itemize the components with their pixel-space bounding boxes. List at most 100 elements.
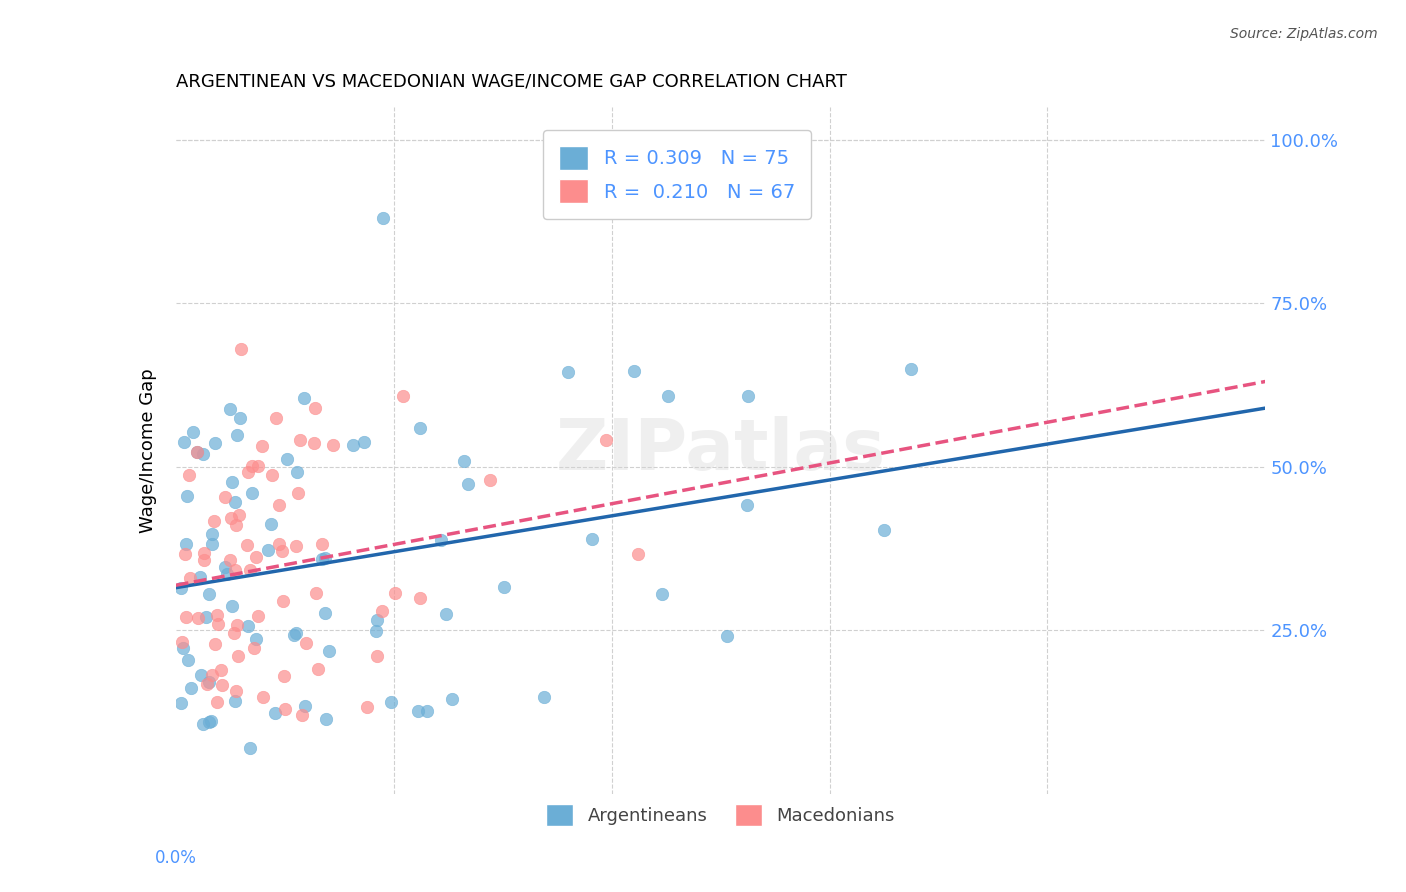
Point — [304, 435, 326, 450]
Point — [290, 707, 312, 722]
Point — [225, 683, 247, 698]
Point — [224, 495, 246, 509]
Point — [314, 606, 336, 620]
Legend: Argentineans, Macedonians: Argentineans, Macedonians — [538, 797, 903, 833]
Point — [257, 543, 280, 558]
Point — [626, 547, 648, 561]
Text: Source: ZipAtlas.com: Source: ZipAtlas.com — [1230, 27, 1378, 41]
Point — [190, 668, 212, 682]
Point — [285, 466, 308, 480]
Point — [179, 467, 201, 482]
Point — [181, 425, 204, 439]
Point — [221, 475, 243, 489]
Point — [284, 625, 307, 640]
Point — [366, 613, 388, 627]
Point — [737, 389, 759, 403]
Point — [207, 608, 229, 623]
Point — [197, 587, 219, 601]
Point — [252, 690, 274, 704]
Point — [494, 581, 516, 595]
Point — [174, 609, 197, 624]
Point — [716, 629, 738, 643]
Point — [193, 552, 215, 566]
Point — [242, 485, 264, 500]
Point — [204, 637, 226, 651]
Point — [651, 587, 673, 601]
Point — [193, 546, 215, 560]
Point — [250, 439, 273, 453]
Point — [236, 538, 259, 552]
Point — [224, 626, 246, 640]
Point — [266, 410, 288, 425]
Point — [218, 402, 240, 417]
Point — [174, 537, 197, 551]
Point — [366, 648, 388, 663]
Point — [201, 537, 224, 551]
Point — [657, 389, 679, 403]
Point — [581, 532, 603, 546]
Point — [440, 691, 463, 706]
Point — [195, 676, 218, 690]
Point — [179, 571, 201, 585]
Point — [408, 421, 430, 435]
Point — [307, 662, 329, 676]
Point — [292, 392, 315, 406]
Point — [735, 499, 758, 513]
Point — [176, 489, 198, 503]
Point — [170, 582, 193, 596]
Point — [294, 699, 316, 714]
Point — [180, 681, 202, 695]
Point — [240, 458, 263, 473]
Point — [557, 365, 579, 379]
Point — [239, 563, 262, 577]
Point — [170, 696, 193, 710]
Point — [290, 433, 312, 447]
Point — [247, 459, 270, 474]
Point — [353, 435, 375, 450]
Point — [406, 704, 429, 718]
Point — [274, 702, 297, 716]
Point — [391, 389, 413, 403]
Point — [201, 527, 224, 541]
Point — [269, 537, 291, 551]
Point — [200, 714, 222, 728]
Point — [271, 544, 294, 558]
Point — [380, 696, 402, 710]
Point — [236, 465, 259, 479]
Point — [276, 451, 298, 466]
Point — [172, 640, 194, 655]
Point — [371, 211, 394, 226]
Point — [202, 514, 225, 528]
Point — [193, 717, 215, 731]
Point — [366, 624, 388, 639]
Point — [273, 669, 295, 683]
Point — [623, 363, 645, 377]
Point — [188, 570, 211, 584]
Point — [224, 694, 246, 708]
Point — [285, 539, 308, 553]
Point — [595, 434, 617, 448]
Point — [173, 434, 195, 449]
Point — [314, 550, 336, 565]
Point — [207, 617, 229, 632]
Point — [221, 599, 243, 613]
Point — [219, 510, 242, 524]
Point — [873, 523, 896, 537]
Point — [247, 609, 270, 624]
Y-axis label: Wage/Income Gap: Wage/Income Gap — [139, 368, 157, 533]
Point — [260, 467, 283, 482]
Point — [231, 342, 253, 356]
Point — [408, 591, 430, 606]
Point — [177, 653, 200, 667]
Point — [267, 498, 290, 512]
Point — [429, 533, 451, 547]
Point — [242, 641, 264, 656]
Point — [416, 704, 439, 718]
Point — [479, 474, 502, 488]
Point — [259, 516, 281, 531]
Point — [371, 603, 394, 617]
Point — [294, 636, 316, 650]
Point — [198, 714, 221, 729]
Point — [201, 668, 224, 682]
Point — [900, 361, 922, 376]
